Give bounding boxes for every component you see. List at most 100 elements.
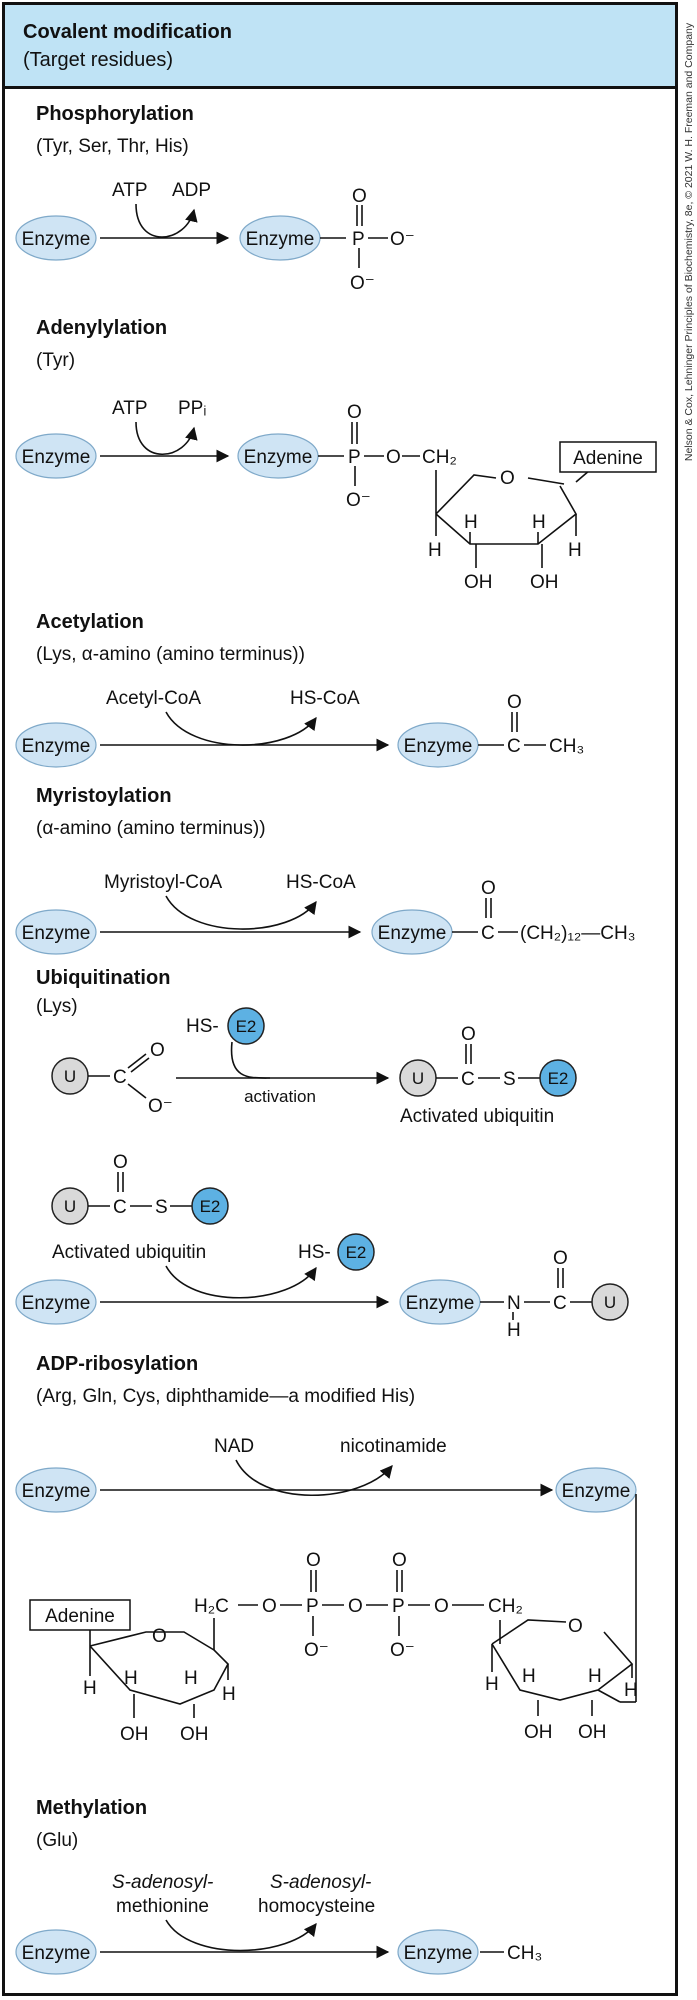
oxygen-atom: O (347, 402, 362, 423)
enzyme-ellipse: Enzyme (15, 1279, 97, 1325)
oxygen-anion: O⁻ (304, 1640, 329, 1661)
e2-label: E2 (236, 1017, 257, 1036)
myristoylation-section: Myristoylation (α-amino (amino terminus)… (15, 785, 635, 955)
carbon-atom: C (461, 1069, 475, 1090)
oxygen-atom: O (348, 1596, 363, 1617)
adenine-label: Adenine (45, 1606, 115, 1627)
phosphorus-atom: P (392, 1596, 405, 1617)
activation-curve (230, 1041, 271, 1079)
methylation-reactant-line1: S-adenosyl- (112, 1872, 213, 1893)
oxygen-atom: O (481, 878, 496, 899)
acetylation-title: Acetylation (36, 611, 144, 633)
enzyme-label: Enzyme (406, 1293, 475, 1314)
enzyme-ellipse: Enzyme (15, 909, 97, 955)
hydrogen-atom: H (83, 1678, 97, 1699)
adenylylation-product: PPᵢ (178, 398, 206, 419)
acetylation-reactant: Acetyl-CoA (106, 688, 201, 709)
hydroxyl-group: OH (524, 1722, 553, 1743)
hydroxyl-group: OH (120, 1724, 149, 1745)
oxygen-anion: O⁻ (390, 229, 415, 250)
ubiquitin-circle: U (51, 1057, 89, 1095)
hs-label: HS- (298, 1242, 331, 1263)
ubiquitin-circle: U (591, 1283, 629, 1321)
acetylation-residues: (Lys, α-amino (amino terminus)) (36, 644, 305, 665)
oxygen-atom: O (392, 1550, 407, 1571)
hydroxyl-group: OH (464, 572, 493, 593)
oxygen-atom: O (386, 447, 401, 468)
e2-circle: E2 (191, 1187, 229, 1225)
header-title: Covalent modification (23, 21, 232, 43)
enzyme-label: Enzyme (22, 1943, 91, 1964)
oxygen-atom: O (434, 1596, 449, 1617)
myristoylation-curved-arrow (165, 895, 317, 930)
ubiquitination-section: Ubiquitination (Lys) HS- E2 U C O O⁻ act… (15, 967, 629, 1341)
phosphorylation-curved-arrow (135, 203, 198, 238)
oxygen-atom: O (150, 1040, 165, 1061)
hydrogen-atom: H (485, 1674, 499, 1695)
enzyme-label: Enzyme (22, 736, 91, 757)
ubiquitin-label: U (604, 1293, 616, 1312)
adenylylation-curved-arrow (135, 421, 198, 456)
enzyme-label: Enzyme (22, 1293, 91, 1314)
carbon-atom: C (113, 1197, 127, 1218)
enzyme-label: Enzyme (404, 1943, 473, 1964)
phosphorylation-section: Phosphorylation (Tyr, Ser, Thr, His) ATP… (15, 103, 415, 294)
phosphorylation-title: Phosphorylation (36, 103, 194, 125)
enzyme-label: Enzyme (22, 923, 91, 944)
adenine-label: Adenine (573, 448, 643, 469)
methylation-reactant-line2: methionine (116, 1896, 209, 1917)
e2-label: E2 (346, 1243, 367, 1262)
ring-oxygen: O (568, 1616, 583, 1637)
ubiquitin-label: U (64, 1067, 76, 1086)
adp-ribosylation-section: ADP-ribosylation (Arg, Gln, Cys, diphtha… (15, 1353, 638, 1745)
e2-label: E2 (548, 1069, 569, 1088)
hydrogen-atom: H (428, 540, 442, 561)
enzyme-label: Enzyme (244, 447, 313, 468)
left-ribose-ring (89, 1631, 229, 1705)
methylation-residues: (Glu) (36, 1830, 78, 1851)
ubiquitin-circle: U (51, 1187, 89, 1225)
oxygen-atom: O (113, 1152, 128, 1173)
enzyme-label: Enzyme (22, 1481, 91, 1502)
oxygen-atom: O (507, 692, 522, 713)
acetylation-product: HS-CoA (290, 688, 360, 709)
nitrogen-atom: N (507, 1293, 521, 1314)
oxygen-anion: O⁻ (148, 1096, 173, 1117)
hydrogen-atom: H (568, 540, 582, 561)
adp-ribosylation-residues: (Arg, Gln, Cys, diphthamide—a modified H… (36, 1386, 415, 1407)
ch2-group: CH₂ (488, 1596, 523, 1617)
methyl-group: CH₃ (507, 1943, 542, 1964)
hydrogen-atom: H (532, 512, 546, 533)
oxygen-atom: O (352, 186, 367, 207)
hydroxyl-group: OH (180, 1724, 209, 1745)
phosphorus-atom: P (306, 1596, 319, 1617)
enzyme-ellipse: Enzyme (15, 433, 97, 479)
oxygen-anion: O⁻ (390, 1640, 415, 1661)
carbon-atom: C (481, 923, 495, 944)
hydrogen-atom: H (184, 1668, 198, 1689)
methyl-group: CH₃ (549, 736, 584, 757)
sulfur-atom: S (503, 1069, 516, 1090)
ubiquitin-label: U (64, 1197, 76, 1216)
hydroxyl-group: OH (578, 1722, 607, 1743)
adp-ribosylation-title: ADP-ribosylation (36, 1353, 198, 1375)
enzyme-label: Enzyme (22, 447, 91, 468)
hs-label: HS- (186, 1016, 219, 1037)
enzyme-label: Enzyme (404, 736, 473, 757)
ubiquitination-title: Ubiquitination (36, 967, 170, 989)
myristoylation-product: HS-CoA (286, 872, 356, 893)
hydrogen-atom: H (507, 1320, 521, 1341)
oxygen-atom: O (553, 1248, 568, 1269)
ubiquitination-residues: (Lys) (36, 996, 78, 1017)
sulfur-atom: S (155, 1197, 168, 1218)
carbon-atom: C (113, 1067, 127, 1088)
enzyme-ellipse: Enzyme (15, 1929, 97, 1975)
ch2-group: CH₂ (422, 447, 457, 468)
myristoylation-residues: (α-amino (amino terminus)) (36, 818, 266, 839)
enzyme-label: Enzyme (246, 229, 315, 250)
figure-header: Covalent modification (Target residues) (5, 5, 675, 89)
activation-label: activation (244, 1087, 316, 1106)
credit-text: Nelson & Cox, Lehninger Principles of Bi… (683, 22, 695, 462)
methylation-curved-arrow (165, 1919, 317, 1952)
e2-label: E2 (200, 1197, 221, 1216)
